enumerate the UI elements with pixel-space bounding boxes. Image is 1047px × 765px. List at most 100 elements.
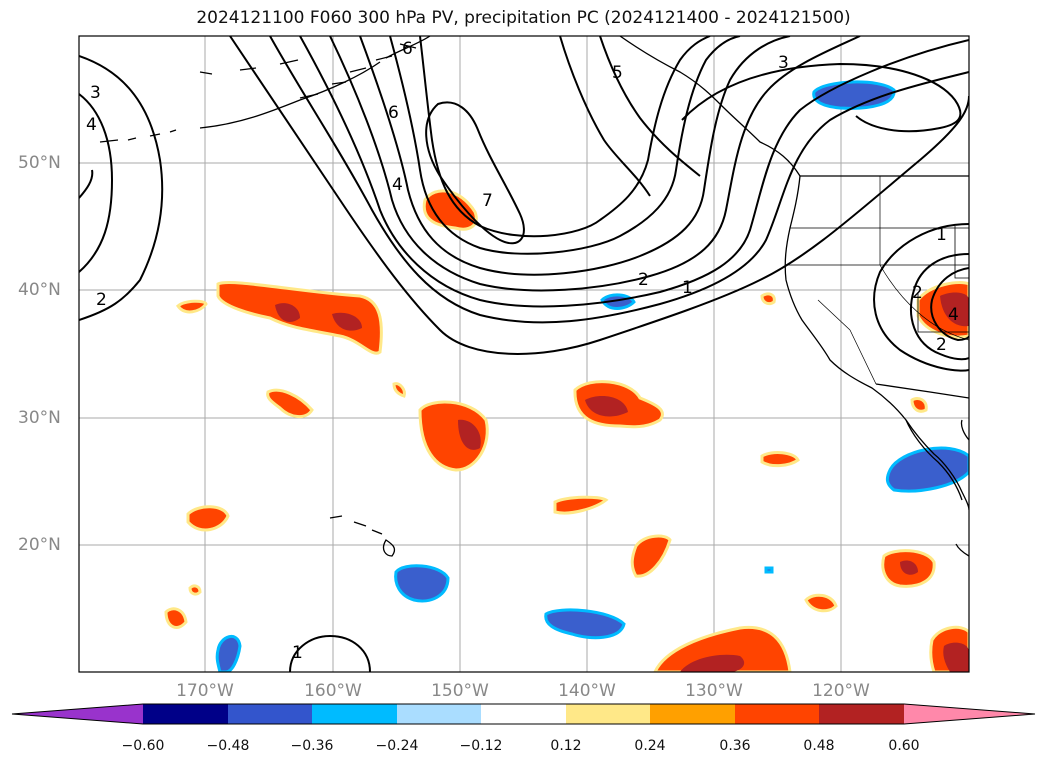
state-borders xyxy=(786,176,969,385)
coastline-west-coast xyxy=(784,175,969,511)
lon-label: 160°W xyxy=(304,681,362,701)
contour-label: 2 xyxy=(96,290,107,310)
colorbar-segment xyxy=(566,704,650,724)
precip-blob xyxy=(266,388,314,418)
pv-contour xyxy=(289,634,371,672)
lat-label: 50°N xyxy=(18,153,61,173)
colorbar-tick: −0.48 xyxy=(206,738,250,754)
lat-label: 20°N xyxy=(18,535,61,555)
precip-blob xyxy=(760,292,776,306)
contour-label: 2 xyxy=(638,270,649,290)
contour-label: 5 xyxy=(612,63,623,83)
precip-blob xyxy=(900,560,918,575)
precip-blob xyxy=(418,400,489,472)
pv-contour xyxy=(359,36,791,276)
pv-contour xyxy=(389,36,741,255)
colorbar-tick: −0.36 xyxy=(290,738,334,754)
pv-contour xyxy=(229,36,969,355)
colorbar-segment xyxy=(650,704,735,724)
precip-blob xyxy=(275,303,300,322)
precip-blob xyxy=(885,446,969,493)
state-box xyxy=(917,226,969,333)
contour-label: 7 xyxy=(482,191,493,211)
pv-contour xyxy=(873,223,969,372)
precip-blob xyxy=(458,419,481,450)
colorbar-segment xyxy=(228,704,312,724)
precip-blob xyxy=(392,382,406,398)
precip-blob xyxy=(804,593,838,613)
colorbar-tick: −0.60 xyxy=(121,738,165,754)
colorbar-tick: 0.12 xyxy=(550,738,582,754)
contour-labels: 3 4 2 6 4 6 7 5 3 2 1 1 2 2 4 1 xyxy=(86,39,959,663)
pv-contour xyxy=(910,253,969,361)
contour-label: 1 xyxy=(682,278,693,298)
coastline-baja xyxy=(905,419,963,501)
lon-label: 150°W xyxy=(431,681,489,701)
colorbar-segment xyxy=(397,704,481,724)
lon-label: 170°W xyxy=(176,681,234,701)
pv-contour xyxy=(599,36,701,177)
pv-contour xyxy=(559,36,651,197)
pv-contour xyxy=(930,267,969,342)
colorbar-tick: 0.36 xyxy=(719,738,751,754)
precip-blob xyxy=(764,566,774,574)
colorbar-extend-low xyxy=(12,704,143,724)
precip-blob xyxy=(943,642,969,672)
contour-label: 6 xyxy=(388,103,399,123)
precip-blob xyxy=(653,625,792,672)
colorbar-tick: −0.24 xyxy=(375,738,419,754)
precip-blob xyxy=(680,654,745,672)
coastline-hawaii xyxy=(329,515,396,557)
colorbar-segment xyxy=(312,704,397,724)
contour-label: 4 xyxy=(948,305,959,325)
precip-positive xyxy=(164,189,969,672)
precip-blob xyxy=(175,299,208,314)
precip-blob xyxy=(188,584,202,596)
colorbar-segment xyxy=(143,704,228,724)
colorbar-outline xyxy=(11,703,1036,725)
contour-label: 1 xyxy=(936,225,947,245)
contour-label: 3 xyxy=(778,53,789,73)
colorbar-tick: 0.48 xyxy=(803,738,835,754)
colorbar xyxy=(11,703,1036,725)
pv-contour xyxy=(299,36,969,308)
precip-blob xyxy=(394,564,450,603)
pv-contours xyxy=(79,36,969,672)
pv-contour xyxy=(681,62,962,133)
contour-label: 6 xyxy=(402,39,413,59)
pv-contour xyxy=(329,36,861,292)
precip-blob xyxy=(812,80,896,110)
pv-contour xyxy=(419,36,711,238)
precip-negative xyxy=(215,80,969,672)
contour-label: 2 xyxy=(936,335,947,355)
colorbar-segment xyxy=(735,704,819,724)
lon-label: 140°W xyxy=(558,681,616,701)
contour-label: 4 xyxy=(392,175,403,195)
pv-contour xyxy=(425,101,525,245)
precip-blob xyxy=(760,451,800,468)
precip-blob xyxy=(215,635,242,672)
precip-blob xyxy=(186,505,230,532)
colorbar-tick: 0.24 xyxy=(634,738,666,754)
pv-contour xyxy=(79,55,164,321)
contour-label: 3 xyxy=(90,83,101,103)
precip-blob xyxy=(553,495,609,515)
precip-blob xyxy=(332,312,362,331)
colorbar-tick: −0.12 xyxy=(459,738,503,754)
precip-blob xyxy=(940,292,969,327)
lat-label: 30°N xyxy=(18,408,61,428)
pv-contour xyxy=(79,93,114,273)
coastlines xyxy=(99,36,969,557)
colorbar-segment xyxy=(819,704,904,724)
contour-label: 1 xyxy=(292,643,303,663)
precip-blob xyxy=(910,396,928,413)
coastline-aleutians xyxy=(199,43,417,99)
precip-blob xyxy=(630,534,672,578)
precip-blob xyxy=(164,607,188,629)
coastline-mexico xyxy=(955,419,969,557)
map-title: 2024121100 F060 300 hPa PV, precipitatio… xyxy=(196,8,851,28)
plot-frame xyxy=(78,35,970,673)
precip-blob xyxy=(544,608,626,640)
coastline-alaska-panhandle xyxy=(619,36,801,177)
